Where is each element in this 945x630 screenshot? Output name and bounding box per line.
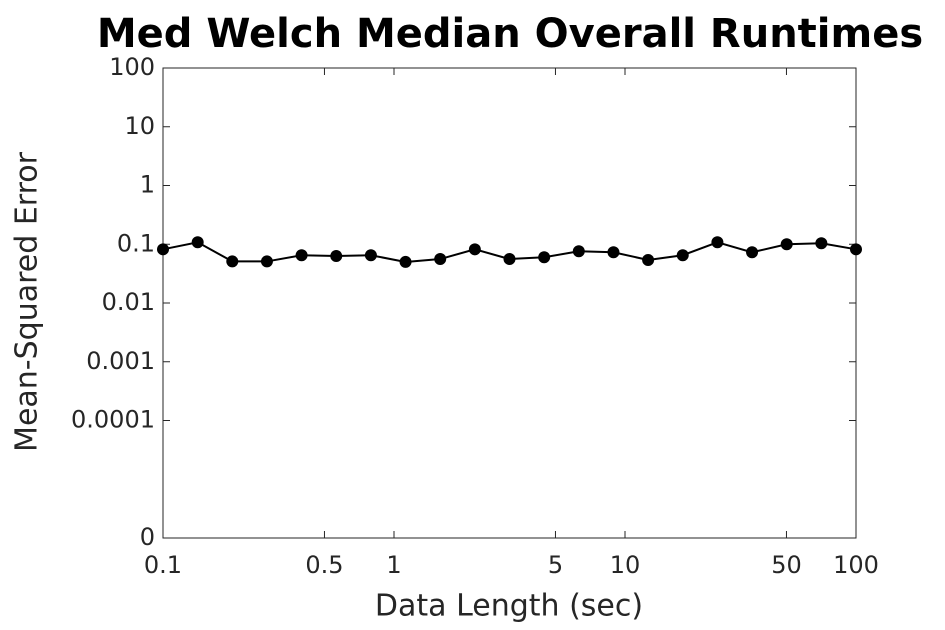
marker (157, 243, 169, 256)
x-tick-label: 0.5 (305, 551, 343, 579)
y-tick-label: 1 (140, 171, 155, 199)
marker (364, 249, 377, 262)
marker (468, 243, 481, 256)
plot-frame (162, 67, 857, 539)
marker (538, 251, 551, 264)
marker (191, 236, 204, 249)
marker (295, 249, 308, 262)
marker (746, 246, 759, 259)
y-axis-label: Mean-Squared Error (10, 151, 45, 452)
y-tick-label: 0.01 (102, 288, 155, 316)
y-tick-label: 0.001 (86, 347, 155, 375)
x-tick-label: 50 (771, 551, 802, 579)
y-tick-label: 0.0001 (71, 406, 155, 434)
y-tick-label: 0 (140, 523, 155, 551)
marker (642, 253, 655, 266)
x-tick-label: 10 (610, 551, 641, 579)
marker (676, 249, 689, 262)
x-tick-label: 5 (548, 551, 563, 579)
y-tick-label: 0.1 (117, 229, 155, 257)
marker (850, 243, 862, 256)
marker (503, 253, 516, 266)
y-tick-label: 100 (109, 53, 155, 81)
x-tick-label: 0.1 (144, 551, 182, 579)
marker (399, 255, 412, 268)
marker (780, 238, 793, 251)
marker (572, 245, 585, 258)
x-tick-label: 100 (833, 551, 879, 579)
marker (607, 246, 620, 259)
chart-title: Med Welch Median Overall Runtimes (97, 11, 923, 57)
x-tick-label: 1 (386, 551, 401, 579)
marker (815, 237, 828, 250)
x-axis-label: Data Length (sec) (375, 589, 643, 624)
marker (434, 253, 447, 266)
marker (226, 255, 239, 268)
marker (711, 236, 724, 249)
marker (260, 255, 273, 268)
marker (330, 250, 343, 263)
y-tick-label: 10 (124, 112, 155, 140)
